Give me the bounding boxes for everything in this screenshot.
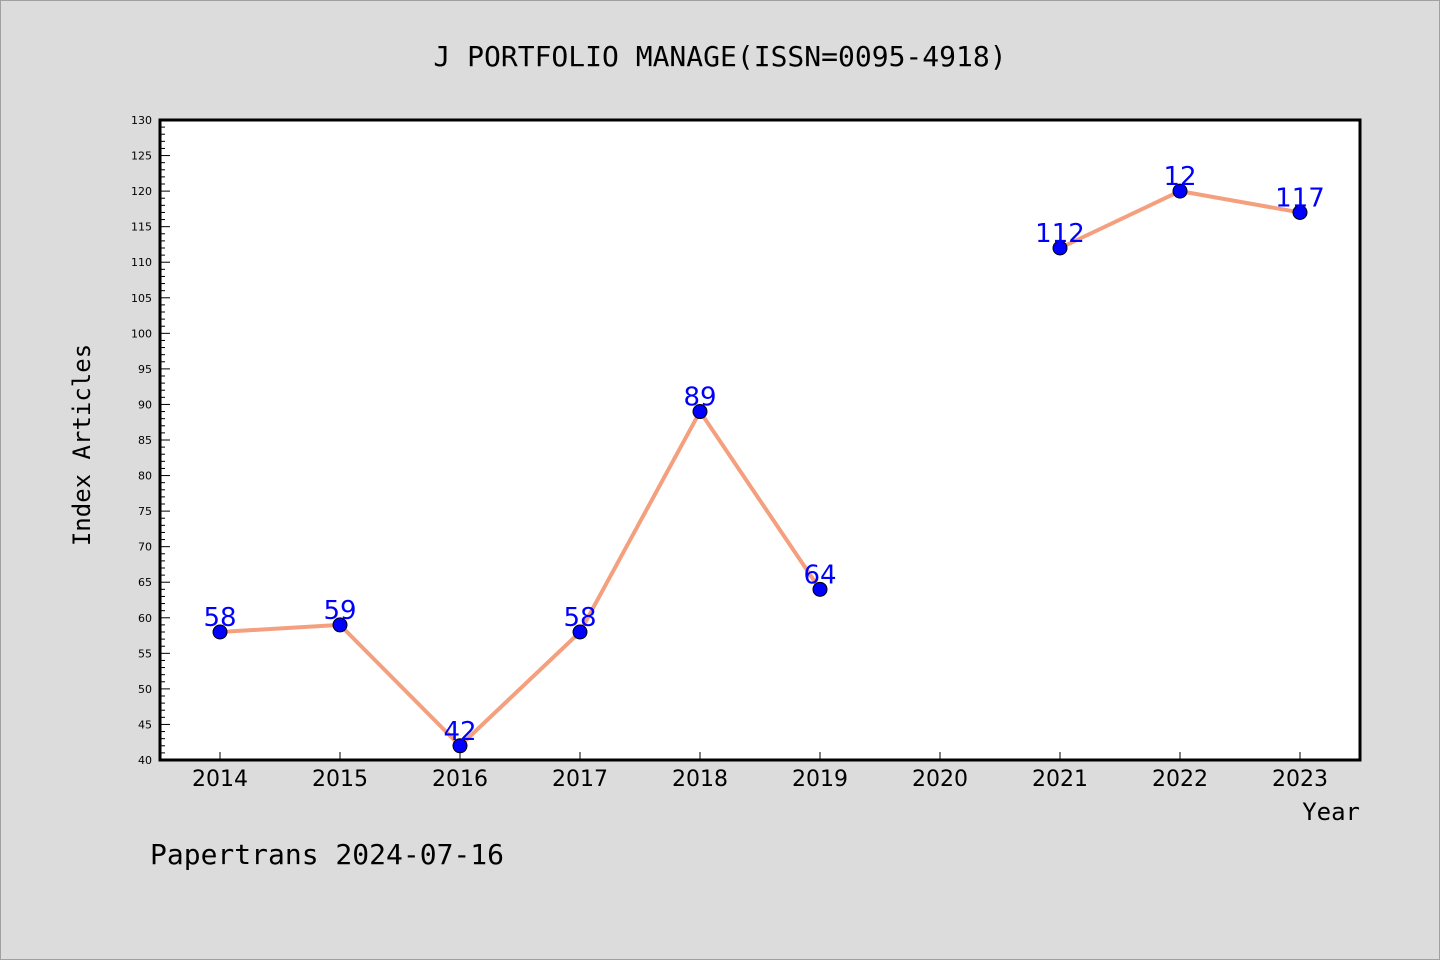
- y-tick-label: 60: [138, 612, 152, 625]
- y-tick-label: 95: [138, 363, 152, 376]
- y-tick-label: 70: [138, 541, 152, 554]
- y-tick-label: 65: [138, 576, 152, 589]
- y-tick-label: 50: [138, 683, 152, 696]
- data-point: [1172, 183, 1188, 199]
- y-tick-label: 90: [138, 398, 152, 411]
- data-point: [452, 738, 468, 754]
- plot-area: [158, 118, 1362, 762]
- y-tick-label: 75: [138, 505, 152, 518]
- x-tick-label: 2022: [1152, 767, 1208, 792]
- x-tick-label: 2023: [1272, 767, 1328, 792]
- series-line-segment: [698, 409, 822, 592]
- y-tick-label: 125: [131, 150, 152, 163]
- data-label: 112: [1035, 219, 1085, 249]
- series-markers: [212, 183, 1308, 754]
- series-line-segment: [1178, 189, 1302, 215]
- x-axis-label: Year: [1302, 798, 1360, 826]
- y-tick-label: 85: [138, 434, 152, 447]
- x-tick-label: 2018: [672, 767, 728, 792]
- series-line-segment: [578, 409, 702, 634]
- data-point: [212, 624, 228, 640]
- series-lines: [218, 189, 1302, 748]
- data-point: [332, 617, 348, 633]
- y-axis-label: Index Articles: [68, 344, 96, 546]
- series-line-segment: [1058, 189, 1182, 250]
- x-tick-label: 2014: [192, 767, 248, 792]
- data-label: 58: [203, 603, 236, 633]
- y-tick-label: 130: [131, 114, 152, 127]
- series-line-segment: [458, 630, 582, 748]
- y-tick-label: 105: [131, 292, 152, 305]
- footer-credit: Papertrans 2024-07-16: [150, 838, 504, 871]
- y-tick-label: 80: [138, 470, 152, 483]
- x-tick-label: 2021: [1032, 767, 1088, 792]
- data-point: [692, 404, 708, 420]
- data-point: [572, 624, 588, 640]
- y-tick-label: 120: [131, 185, 152, 198]
- y-tick-label: 40: [138, 754, 152, 767]
- x-tick-label: 2020: [912, 767, 968, 792]
- data-label: 58: [563, 603, 596, 633]
- x-tick-label: 2016: [432, 767, 488, 792]
- data-label: 42: [443, 717, 476, 747]
- chart-title: J PORTFOLIO MANAGE(ISSN=0095-4918): [433, 40, 1006, 73]
- y-tick-label: 45: [138, 718, 152, 731]
- data-point: [1052, 240, 1068, 256]
- y-tick-label: 110: [131, 256, 152, 269]
- data-labels: 58 59 42 58 89 64 112 12 117: [203, 162, 1324, 747]
- data-point: [812, 581, 828, 597]
- axis-ticks: 40 45 50 55 60 65 70 75 80 85 90 95 100 105 110 115 120 1…: [131, 114, 1328, 792]
- data-label: 64: [803, 560, 836, 590]
- data-label: 89: [683, 383, 716, 413]
- data-label: 117: [1275, 183, 1325, 213]
- x-tick-label: 2015: [312, 767, 368, 792]
- y-tick-label: 115: [131, 221, 152, 234]
- series-line-segment: [338, 622, 462, 748]
- x-tick-label: 2017: [552, 767, 608, 792]
- data-label: 59: [323, 596, 356, 626]
- series-line-segment: [218, 622, 342, 634]
- data-label: 12: [1163, 162, 1196, 192]
- y-tick-label: 55: [138, 647, 152, 660]
- data-point: [1292, 204, 1308, 220]
- y-tick-label: 100: [131, 327, 152, 340]
- x-tick-label: 2019: [792, 767, 848, 792]
